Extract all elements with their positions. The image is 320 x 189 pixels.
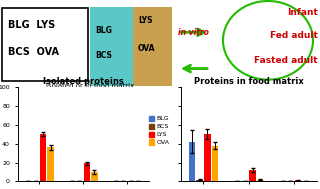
Text: Fasted adult: Fasted adult xyxy=(254,56,318,65)
Text: BLG  LYS: BLG LYS xyxy=(8,20,55,30)
Bar xyxy=(257,180,264,181)
Bar xyxy=(249,170,256,181)
Title: Isolated proteins: Isolated proteins xyxy=(43,77,124,86)
Text: in vitro: in vitro xyxy=(178,28,208,37)
Text: Fed adult: Fed adult xyxy=(270,31,318,40)
Bar xyxy=(295,180,301,181)
Bar xyxy=(212,146,219,181)
FancyBboxPatch shape xyxy=(2,8,87,81)
Text: BCS: BCS xyxy=(95,51,112,60)
Text: Isolated or in food matrix: Isolated or in food matrix xyxy=(46,83,134,89)
Text: OVA: OVA xyxy=(138,44,156,53)
Bar xyxy=(91,172,98,181)
Bar xyxy=(204,134,211,181)
Text: LYS: LYS xyxy=(138,16,153,25)
Bar xyxy=(84,163,90,181)
Text: BLG: BLG xyxy=(95,26,112,35)
Bar xyxy=(188,142,195,181)
Text: BCS  OVA: BCS OVA xyxy=(8,47,59,57)
Bar xyxy=(47,147,54,181)
FancyBboxPatch shape xyxy=(90,7,132,86)
Bar xyxy=(196,180,203,181)
Title: Proteins in food matrix: Proteins in food matrix xyxy=(194,77,304,86)
Text: Infant: Infant xyxy=(287,8,318,17)
Bar xyxy=(40,134,46,181)
FancyBboxPatch shape xyxy=(132,7,172,86)
Legend: BLG, BCS, LYS, OVA: BLG, BCS, LYS, OVA xyxy=(149,116,170,145)
